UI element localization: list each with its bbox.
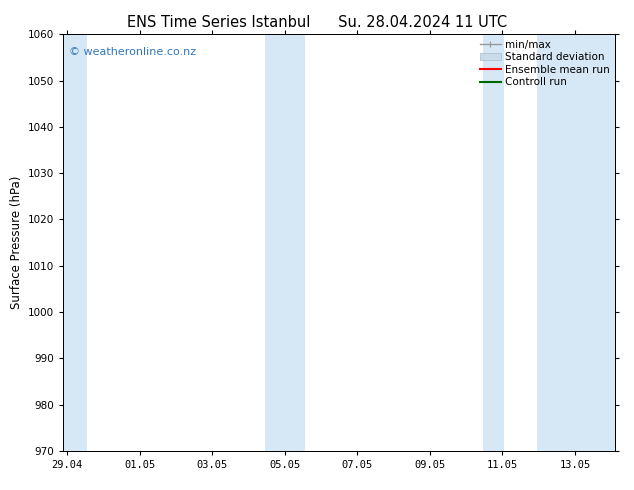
Bar	[537, 34, 615, 451]
Text: ENS Time Series Istanbul      Su. 28.04.2024 11 UTC: ENS Time Series Istanbul Su. 28.04.2024 …	[127, 15, 507, 30]
Bar	[482, 34, 504, 451]
Bar	[265, 34, 305, 451]
Legend: min/max, Standard deviation, Ensemble mean run, Controll run: min/max, Standard deviation, Ensemble me…	[478, 37, 612, 89]
Text: © weatheronline.co.nz: © weatheronline.co.nz	[69, 47, 196, 57]
Y-axis label: Surface Pressure (hPa): Surface Pressure (hPa)	[10, 176, 23, 309]
Bar	[63, 34, 87, 451]
